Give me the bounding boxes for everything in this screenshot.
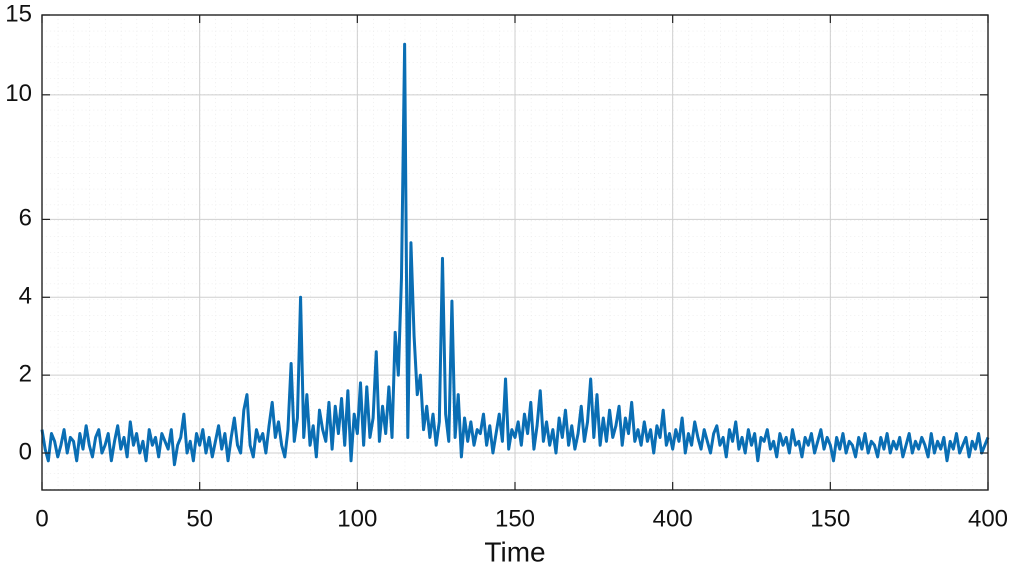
x-tick-label: 0 bbox=[35, 505, 48, 532]
x-axis-label: Time bbox=[484, 536, 545, 567]
x-tick-label: 150 bbox=[810, 505, 850, 532]
y-tick-label: 6 bbox=[19, 205, 32, 232]
x-tick-label: 400 bbox=[653, 505, 693, 532]
y-tick-label: 4 bbox=[19, 283, 32, 310]
data-line bbox=[40, 42, 990, 467]
x-tick-label: 100 bbox=[337, 505, 377, 532]
y-tick-label: 15 bbox=[5, 0, 32, 27]
x-tick-label: 400 bbox=[968, 505, 1008, 532]
y-tick-label: 2 bbox=[19, 360, 32, 387]
plot-layer bbox=[40, 14, 990, 490]
x-tick-label: 50 bbox=[186, 505, 213, 532]
x-tick-label: 150 bbox=[495, 505, 535, 532]
y-tick-label: 0 bbox=[19, 438, 32, 465]
y-tick-label: 10 bbox=[5, 80, 32, 107]
